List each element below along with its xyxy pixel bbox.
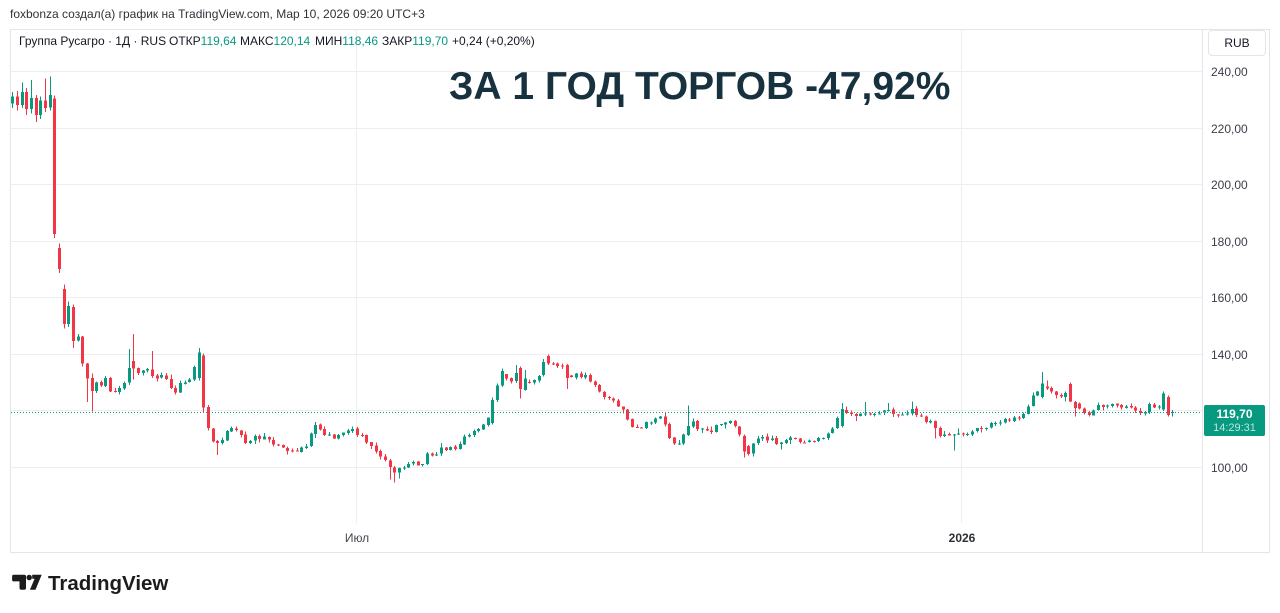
svg-text:TradingView: TradingView: [48, 573, 168, 595]
